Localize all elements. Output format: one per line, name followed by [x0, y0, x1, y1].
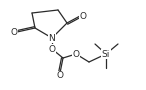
- Text: O: O: [57, 71, 64, 80]
- Text: O: O: [73, 50, 80, 59]
- Text: O: O: [48, 44, 55, 53]
- Text: O: O: [11, 28, 18, 37]
- Text: Si: Si: [102, 50, 110, 59]
- Text: N: N: [49, 33, 55, 42]
- Text: O: O: [80, 12, 86, 21]
